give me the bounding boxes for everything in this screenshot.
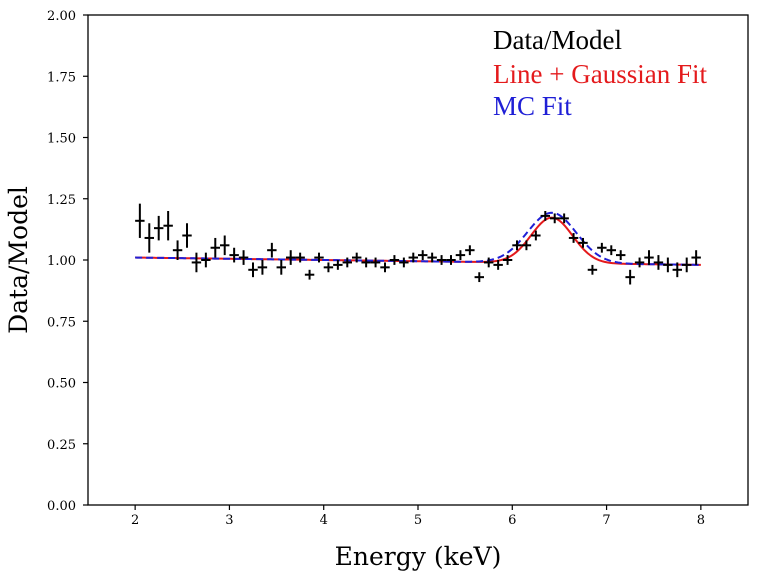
data-point — [606, 245, 616, 256]
data-point — [333, 260, 343, 270]
y-tick-label: 1.75 — [47, 70, 76, 85]
y-axis-label: Data/Model — [4, 186, 33, 334]
data-point — [474, 272, 484, 283]
data-point — [286, 250, 296, 265]
data-point — [172, 240, 183, 260]
x-tick-label: 7 — [602, 513, 610, 528]
data-point — [135, 203, 145, 238]
data-point — [446, 255, 456, 265]
y-tick-label: 0.25 — [47, 438, 76, 453]
x-tick-label: 2 — [131, 513, 139, 528]
y-tick-label: 1.25 — [47, 193, 76, 208]
legend: Data/Model Line + Gaussian Fit MC Fit — [493, 25, 707, 121]
data-point — [691, 250, 701, 265]
y-tick-label: 1.00 — [47, 254, 76, 269]
x-axis: 2 3 4 5 6 7 8 — [131, 505, 705, 528]
data-point — [248, 262, 258, 278]
data-point — [672, 262, 682, 278]
data-point — [257, 260, 268, 275]
data-point — [559, 213, 569, 224]
data-point — [229, 247, 239, 263]
data-point — [634, 257, 645, 268]
data-point — [399, 257, 409, 268]
data-point — [578, 237, 588, 248]
data-point — [418, 250, 428, 260]
data-point — [163, 211, 173, 241]
data-point — [380, 262, 390, 273]
y-tick-label: 0.75 — [47, 315, 76, 330]
data-point — [267, 242, 277, 258]
data-point — [587, 264, 598, 275]
y-tick-label: 1.50 — [47, 132, 76, 147]
data-point — [484, 257, 494, 268]
x-tick-label: 8 — [697, 513, 705, 528]
data-point — [512, 240, 522, 251]
data-point — [663, 257, 673, 273]
data-point — [238, 250, 249, 265]
y-tick-label: 0.50 — [47, 377, 76, 392]
data-point — [531, 230, 541, 241]
data-point — [295, 252, 305, 263]
data-point — [493, 260, 503, 270]
data-point — [191, 252, 202, 273]
x-tick-label: 4 — [320, 513, 328, 528]
legend-entry-mc-fit: MC Fit — [493, 91, 572, 121]
legend-entry-data-model: Data/Model — [493, 25, 622, 55]
data-point — [408, 252, 418, 263]
data-point — [304, 269, 315, 280]
x-tick-label: 3 — [225, 513, 233, 528]
data-point — [323, 262, 334, 273]
data-point — [144, 223, 154, 253]
y-tick-label: 0.00 — [47, 499, 76, 514]
x-axis-label: Energy (keV) — [335, 542, 502, 571]
data-point — [521, 240, 532, 251]
data-point — [370, 257, 381, 268]
data-point — [597, 242, 607, 253]
data-point — [182, 223, 192, 248]
data-points — [135, 203, 701, 285]
data-point — [427, 252, 437, 263]
data-point — [625, 269, 635, 285]
x-tick-label: 6 — [508, 513, 516, 528]
fit-lines — [135, 211, 701, 266]
legend-entry-line-gaussian-fit: Line + Gaussian Fit — [493, 59, 707, 89]
data-point — [540, 211, 550, 221]
data-point — [154, 215, 164, 241]
y-tick-label: 2.00 — [47, 9, 76, 24]
data-point — [644, 250, 654, 265]
data-point — [502, 255, 513, 265]
data-point — [220, 235, 230, 256]
data-point — [361, 257, 371, 268]
data-point — [276, 260, 286, 275]
data-point — [342, 257, 352, 268]
data-point — [201, 252, 211, 268]
data-point — [550, 213, 560, 224]
data-point — [682, 257, 692, 273]
y-axis: 0.00 0.25 0.50 0.75 1.00 1.25 1.50 1.75 2.00 — [47, 9, 88, 514]
mc-fit-line — [135, 211, 701, 266]
data-point — [455, 250, 466, 260]
data-point — [352, 252, 362, 263]
data-point — [314, 252, 324, 263]
data-point — [616, 250, 626, 260]
data-point — [465, 245, 475, 256]
x-tick-label: 5 — [414, 513, 422, 528]
data-point — [568, 233, 579, 243]
data-point — [210, 237, 220, 258]
data-point — [389, 255, 400, 265]
data-point — [653, 255, 664, 270]
data-point — [436, 255, 447, 265]
